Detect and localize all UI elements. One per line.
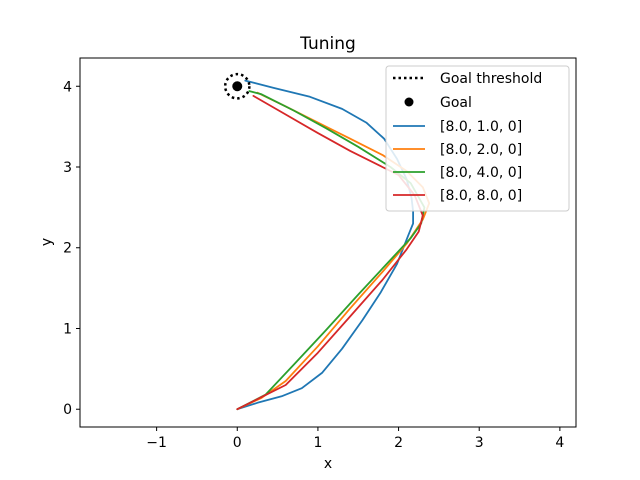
legend-series-3-label: [8.0, 4.0, 0] (440, 165, 522, 181)
x-tick-label: 1 (313, 435, 322, 451)
legend: Goal threshold Goal [8.0, 1.0, 0] [8.0, … (385, 65, 570, 212)
plot-frame (79, 57, 577, 428)
legend-series-2-label: [8.0, 2.0, 0] (440, 142, 522, 158)
y-tick-label: 4 (63, 79, 72, 95)
legend-series-1-label: [8.0, 1.0, 0] (440, 119, 522, 135)
legend-goal-threshold-label: Goal threshold (440, 71, 542, 87)
legend-series-4-label: [8.0, 8.0, 0] (440, 188, 522, 204)
x-tick-label: 3 (475, 435, 484, 451)
x-axis: −1 0 1 2 3 4 (146, 427, 564, 451)
goal-threshold-circle (223, 72, 251, 100)
x-tick-label: 2 (394, 435, 403, 451)
x-axis-title: x (324, 456, 332, 472)
legend-goal-label: Goal (440, 95, 472, 111)
y-tick-label: 1 (63, 321, 72, 337)
y-axis: 0 1 2 3 4 (63, 79, 80, 418)
y-tick-label: 3 (63, 160, 72, 176)
goal-point (232, 81, 243, 92)
series-line-1 (236, 79, 415, 411)
chart-title: Tuning (299, 34, 356, 54)
x-tick-label: −1 (146, 435, 167, 451)
y-tick-label: 0 (63, 402, 72, 418)
goal-layer (223, 72, 251, 100)
x-tick-label: 0 (233, 435, 242, 451)
y-axis-title: y (39, 238, 55, 246)
legend-goal-swatch (404, 97, 414, 107)
legend-box (385, 65, 570, 212)
x-tick-label: 4 (555, 435, 564, 451)
y-tick-label: 2 (63, 241, 72, 257)
series-line-4 (236, 95, 424, 411)
